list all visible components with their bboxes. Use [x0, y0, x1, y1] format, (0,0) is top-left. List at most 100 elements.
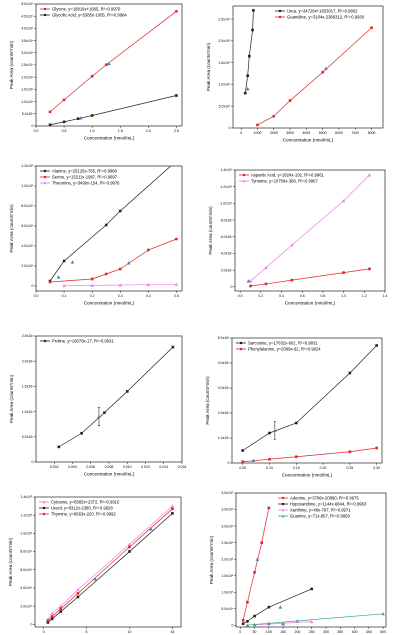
legend-marker — [43, 339, 47, 343]
legend-marker — [43, 181, 47, 185]
data-point — [256, 123, 259, 127]
y-axis-label: Peak Area (counts*min) — [205, 376, 210, 425]
y-tick-label: 1.0x10⁴ — [21, 100, 34, 104]
legend-label: Alanine, y=25125x-765, R²=0.9980 — [52, 168, 118, 173]
y-tick-label: 4.0x10⁴ — [21, 244, 34, 248]
y-tick-label: 8.0x10⁴ — [20, 550, 33, 554]
highlight-point — [93, 577, 97, 581]
chart-panel-4: 0.0 0.2 0.4 0.6 0.8 1.0 1.2 1.4 0 2.0x10³ 4.0x10³ 6… — [208, 168, 387, 305]
series-line — [242, 447, 377, 463]
y-tick-label: 1.5x10⁸ — [218, 61, 231, 65]
data-point — [241, 449, 245, 452]
series-line — [242, 507, 270, 621]
x-tick-label: 3000 — [286, 131, 294, 135]
x-tick-label: 100 — [266, 630, 272, 634]
y-tick-label: 8.0x10⁴ — [21, 204, 34, 208]
highlight-point — [324, 66, 328, 70]
series-line — [250, 174, 370, 282]
y-tick-label: 6.0x10³ — [221, 235, 234, 239]
legend-label: Glycolic Acid, y=5385x-1005, R²=0.9984 — [52, 12, 127, 17]
series-line — [49, 11, 177, 113]
data-point — [267, 506, 271, 510]
plot-frame — [235, 492, 387, 628]
data-point — [241, 619, 245, 622]
x-tick-label: 0.3 — [118, 294, 123, 298]
legend-label: Guanine, y=71x-857, R²=0.9959 — [290, 513, 351, 518]
legend-marker — [239, 341, 243, 345]
y-tick-label: 5.0x10⁴ — [221, 607, 234, 611]
data-point — [90, 74, 94, 78]
y-tick-label: 6.0x10⁴ — [20, 568, 33, 572]
series-line — [247, 613, 384, 626]
data-point — [59, 604, 63, 608]
data-point — [381, 612, 385, 616]
legend-marker — [43, 169, 47, 173]
y-tick-label: 4.5x10⁴ — [21, 14, 34, 18]
x-tick-label: 0.014 — [159, 465, 168, 469]
y-tick-label: 5.0x10⁴ — [21, 2, 34, 6]
series-line — [244, 10, 254, 94]
data-point — [241, 460, 245, 463]
data-point — [103, 411, 106, 414]
data-point — [146, 283, 151, 287]
x-tick-label: 0.0 — [34, 129, 39, 133]
highlight-point — [281, 622, 285, 626]
y-tick-label: 1.2x10⁵ — [20, 513, 33, 517]
y-tick-label: 0 — [228, 126, 230, 130]
y-tick-label: 1.0x10⁵ — [20, 532, 33, 536]
data-point — [246, 620, 249, 623]
plot-frame — [231, 337, 383, 464]
data-point — [127, 542, 132, 546]
data-point — [76, 595, 80, 599]
data-point — [260, 541, 264, 544]
legend-marker — [43, 175, 47, 179]
legend-marker — [278, 9, 282, 13]
data-point — [76, 117, 80, 120]
y-tick-label: 2.5x10⁸ — [218, 17, 231, 21]
data-point — [46, 619, 50, 622]
legend-label: Xanthine, y=48x-787, R²=0.9971 — [290, 507, 351, 512]
data-point — [294, 421, 298, 425]
x-tick-label: 0.25 — [346, 466, 353, 470]
data-point — [170, 504, 175, 508]
legend-label: Glycine, y=18816x+1665, R²=0.9970 — [52, 6, 121, 11]
data-point — [62, 120, 66, 124]
x-tick-label: 0.1 — [62, 294, 67, 298]
data-point — [243, 91, 247, 95]
x-tick-label: 8000 — [368, 131, 376, 135]
y-tick-label: 2.5x10² — [22, 334, 35, 338]
x-tick-label: 0.012 — [141, 465, 150, 469]
legend-label: Proline, y=16078x-17, R²=0.9931 — [52, 338, 114, 343]
x-axis-label: Concentration (nmol/mL) — [84, 472, 135, 477]
legend-marker — [242, 179, 246, 183]
x-tick-label: 0.002 — [50, 465, 59, 469]
y-axis-label: Peak Area (counts*min) — [209, 535, 214, 584]
data-point — [249, 284, 252, 288]
x-tick-label: 0.2 — [90, 294, 95, 298]
y-tick-label: 2.0x10³ — [221, 268, 234, 272]
data-point — [295, 619, 300, 623]
data-point — [245, 623, 250, 627]
x-tick-label: 2.5 — [174, 129, 179, 133]
y-tick-label: 0 — [230, 285, 232, 289]
legend-marker — [281, 496, 285, 500]
y-axis-label: Peak Area (counts*min) — [9, 204, 14, 253]
data-point — [175, 237, 178, 241]
y-tick-label: 1.4x10⁴ — [220, 168, 233, 172]
y-tick-label: 2.5x10⁴ — [21, 63, 34, 67]
y-tick-label: 1.5x10⁴ — [21, 88, 34, 92]
x-tick-label: 150 — [280, 630, 286, 634]
x-tick-label: 250 — [309, 630, 315, 634]
data-point — [175, 160, 178, 163]
y-tick-label: 0 — [31, 124, 33, 128]
plot-frame — [35, 165, 183, 292]
legend-marker — [281, 514, 285, 518]
y-tick-label: 1.2x10⁵ — [21, 164, 34, 168]
data-point — [252, 622, 257, 626]
data-point — [367, 173, 372, 177]
legend-label: Threonine, y=3490x-154, R²=0.9976 — [52, 180, 120, 185]
y-tick-label: 5.0x10³ — [218, 336, 231, 340]
chart-panel-8: 0 50 100 150 200 250 300 350 400 450 500 0 5.0x10⁴ 1.… — [209, 491, 387, 634]
y-tick-label: 2.0x10⁸ — [218, 39, 231, 43]
x-tick-label: 5 — [86, 630, 88, 634]
